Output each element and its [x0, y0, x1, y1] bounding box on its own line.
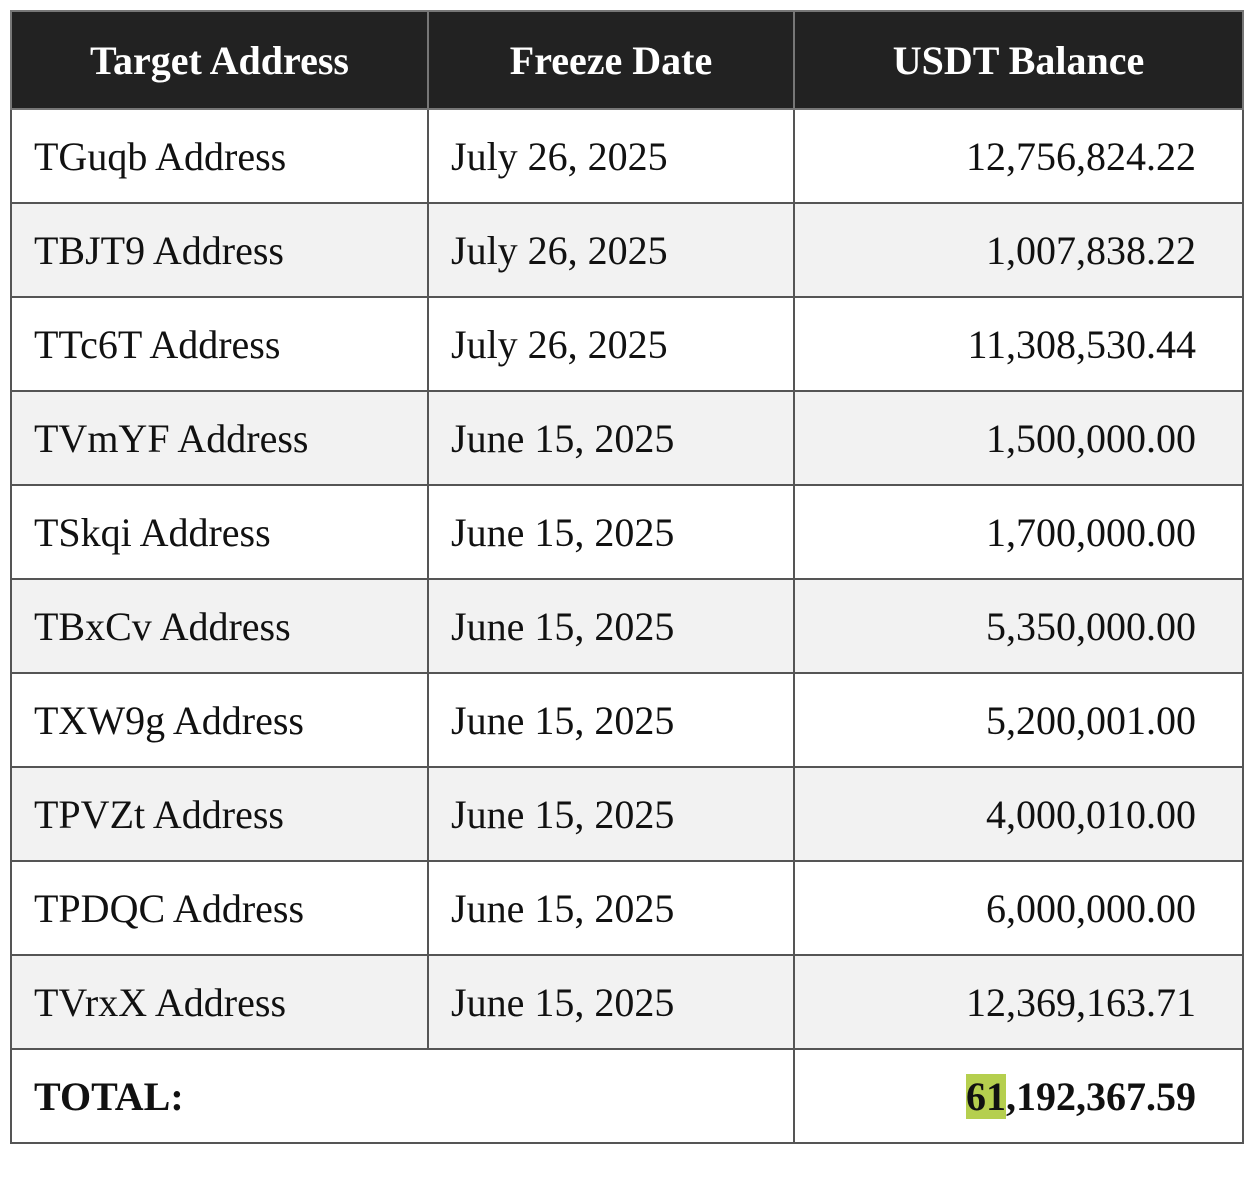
- address-cell: TPVZt Address: [10, 766, 429, 862]
- address-cell: TVrxX Address: [10, 954, 429, 1050]
- address-cell: TBJT9 Address: [10, 202, 429, 298]
- balance-cell: 11,308,530.44: [793, 296, 1244, 392]
- table-row: TBJT9 Address July 26, 2025 1,007,838.22: [10, 202, 1244, 298]
- total-label: TOTAL:: [10, 1048, 795, 1144]
- address-cell: TVmYF Address: [10, 390, 429, 486]
- table-row: TSkqi Address June 15, 2025 1,700,000.00: [10, 484, 1244, 580]
- date-cell: June 15, 2025: [427, 484, 795, 580]
- balance-cell: 12,756,824.22: [793, 108, 1244, 204]
- date-cell: June 15, 2025: [427, 954, 795, 1050]
- balance-cell: 4,000,010.00: [793, 766, 1244, 862]
- date-cell: June 15, 2025: [427, 390, 795, 486]
- balance-table: Target Address Freeze Date USDT Balance …: [10, 10, 1244, 1144]
- address-cell: TGuqb Address: [10, 108, 429, 204]
- address-cell: TTc6T Address: [10, 296, 429, 392]
- table-row: TTc6T Address July 26, 2025 11,308,530.44: [10, 296, 1244, 392]
- header-row: Target Address Freeze Date USDT Balance: [10, 10, 1244, 110]
- table-row: TVrxX Address June 15, 2025 12,369,163.71: [10, 954, 1244, 1050]
- header-cell: USDT Balance: [793, 10, 1244, 110]
- address-cell: TPDQC Address: [10, 860, 429, 956]
- highlight: 61: [966, 1073, 1006, 1119]
- table-row: TXW9g Address June 15, 2025 5,200,001.00: [10, 672, 1244, 768]
- date-cell: July 26, 2025: [427, 202, 795, 298]
- balance-cell: 1,500,000.00: [793, 390, 1244, 486]
- header-cell: Target Address: [10, 10, 429, 110]
- balance-cell: 1,007,838.22: [793, 202, 1244, 298]
- balance-cell: 1,700,000.00: [793, 484, 1244, 580]
- total-amount: 61,192,367.59: [966, 1073, 1196, 1119]
- table-row: TPDQC Address June 15, 2025 6,000,000.00: [10, 860, 1244, 956]
- balance-cell: 5,200,001.00: [793, 672, 1244, 768]
- balance-cell: 12,369,163.71: [793, 954, 1244, 1050]
- total-rest: ,192,367.59: [1006, 1073, 1196, 1119]
- table-row: TVmYF Address June 15, 2025 1,500,000.00: [10, 390, 1244, 486]
- date-cell: July 26, 2025: [427, 108, 795, 204]
- table-row: TGuqb Address July 26, 2025 12,756,824.22: [10, 108, 1244, 204]
- balance-cell: 5,350,000.00: [793, 578, 1244, 674]
- table-row: TPVZt Address June 15, 2025 4,000,010.00: [10, 766, 1244, 862]
- date-cell: June 15, 2025: [427, 672, 795, 768]
- total-value: 61,192,367.59: [793, 1048, 1244, 1144]
- table-body: TGuqb Address July 26, 2025 12,756,824.22 T…: [10, 108, 1244, 1144]
- date-cell: June 15, 2025: [427, 766, 795, 862]
- address-cell: TBxCv Address: [10, 578, 429, 674]
- header-cell: Freeze Date: [427, 10, 795, 110]
- date-cell: June 15, 2025: [427, 860, 795, 956]
- date-cell: June 15, 2025: [427, 578, 795, 674]
- address-cell: TXW9g Address: [10, 672, 429, 768]
- balance-cell: 6,000,000.00: [793, 860, 1244, 956]
- address-cell: TSkqi Address: [10, 484, 429, 580]
- date-cell: July 26, 2025: [427, 296, 795, 392]
- table-row: TBxCv Address June 15, 2025 5,350,000.00: [10, 578, 1244, 674]
- total-row: TOTAL: 61,192,367.59: [10, 1048, 1244, 1144]
